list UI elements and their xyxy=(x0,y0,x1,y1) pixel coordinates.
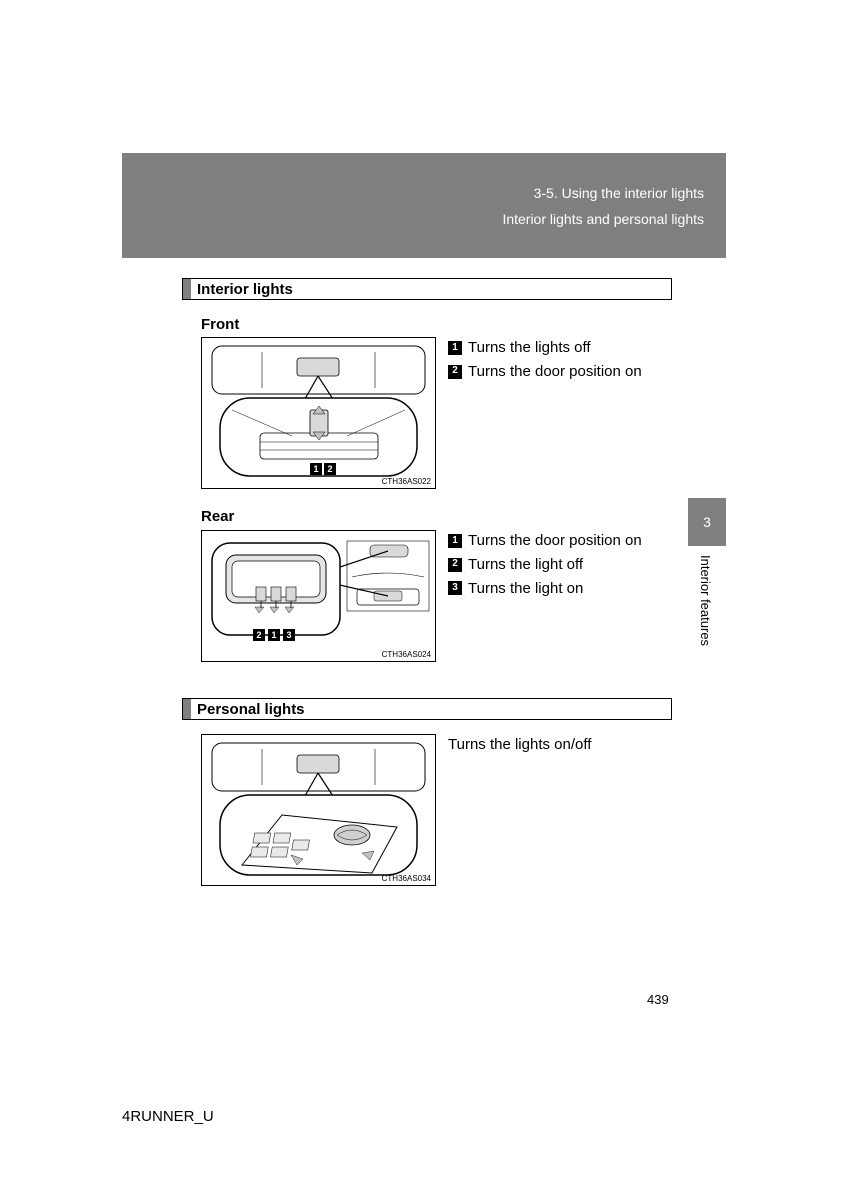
callout-personal: Turns the lights on/off xyxy=(448,734,591,756)
callout-text: Turns the light on xyxy=(468,578,583,600)
section-accent xyxy=(183,699,191,719)
callout-num: 2 xyxy=(448,365,462,379)
section-title-interior: Interior lights xyxy=(191,281,293,298)
callout-text: Turns the lights on/off xyxy=(448,736,591,753)
figure-code-front: CTH36AS022 xyxy=(382,477,431,486)
footer-model-code: 4RUNNER_U xyxy=(122,1108,214,1125)
callout-list-rear: 1 Turns the door position on 2 Turns the… xyxy=(448,530,642,601)
figure-code-rear: CTH36AS024 xyxy=(382,650,431,659)
breadcrumb: 3-5. Using the interior lights xyxy=(122,185,704,201)
diagram-rear-svg xyxy=(202,531,435,661)
callout-row: 1 Turns the lights off xyxy=(448,337,642,359)
header-banner: 3-5. Using the interior lights Interior … xyxy=(122,153,726,258)
page-title: Interior lights and personal lights xyxy=(122,211,704,227)
badge-1: 1 xyxy=(310,463,322,475)
callout-text: Turns the door position on xyxy=(468,530,642,552)
chapter-tab: 3 xyxy=(688,498,726,546)
chapter-number: 3 xyxy=(703,514,711,530)
section-bar-interior-lights: Interior lights xyxy=(182,278,672,300)
diagram-rear-badges: 2 1 3 xyxy=(253,629,295,641)
callout-num: 2 xyxy=(448,558,462,572)
diagram-personal-svg xyxy=(202,735,435,885)
badge-2: 2 xyxy=(253,629,265,641)
callout-num: 1 xyxy=(448,534,462,548)
callout-list-front: 1 Turns the lights off 2 Turns the door … xyxy=(448,337,642,385)
page-number: 439 xyxy=(647,992,669,1007)
diagram-personal-light: CTH36AS034 xyxy=(201,734,436,886)
badge-3: 3 xyxy=(283,629,295,641)
callout-row: 2 Turns the light off xyxy=(448,554,642,576)
diagram-rear-interior-light: 2 1 3 CTH36AS024 xyxy=(201,530,436,662)
figure-code-personal: CTH36AS034 xyxy=(382,874,431,883)
diagram-front-badges: 1 2 xyxy=(310,463,336,475)
callout-row: 3 Turns the light on xyxy=(448,578,642,600)
callout-row: 1 Turns the door position on xyxy=(448,530,642,552)
callout-num: 1 xyxy=(448,341,462,355)
section-bar-personal-lights: Personal lights xyxy=(182,698,672,720)
callout-num: 3 xyxy=(448,581,462,595)
callout-text: Turns the lights off xyxy=(468,337,591,359)
subheading-front: Front xyxy=(201,316,239,333)
badge-2: 2 xyxy=(324,463,336,475)
section-accent xyxy=(183,279,191,299)
badge-1: 1 xyxy=(268,629,280,641)
subheading-rear: Rear xyxy=(201,508,234,525)
callout-text: Turns the light off xyxy=(468,554,583,576)
diagram-front-interior-light: 1 2 CTH36AS022 xyxy=(201,337,436,489)
callout-text: Turns the door position on xyxy=(468,361,642,383)
chapter-label: Interior features xyxy=(698,555,713,646)
callout-row: 2 Turns the door position on xyxy=(448,361,642,383)
section-title-personal: Personal lights xyxy=(191,701,305,718)
